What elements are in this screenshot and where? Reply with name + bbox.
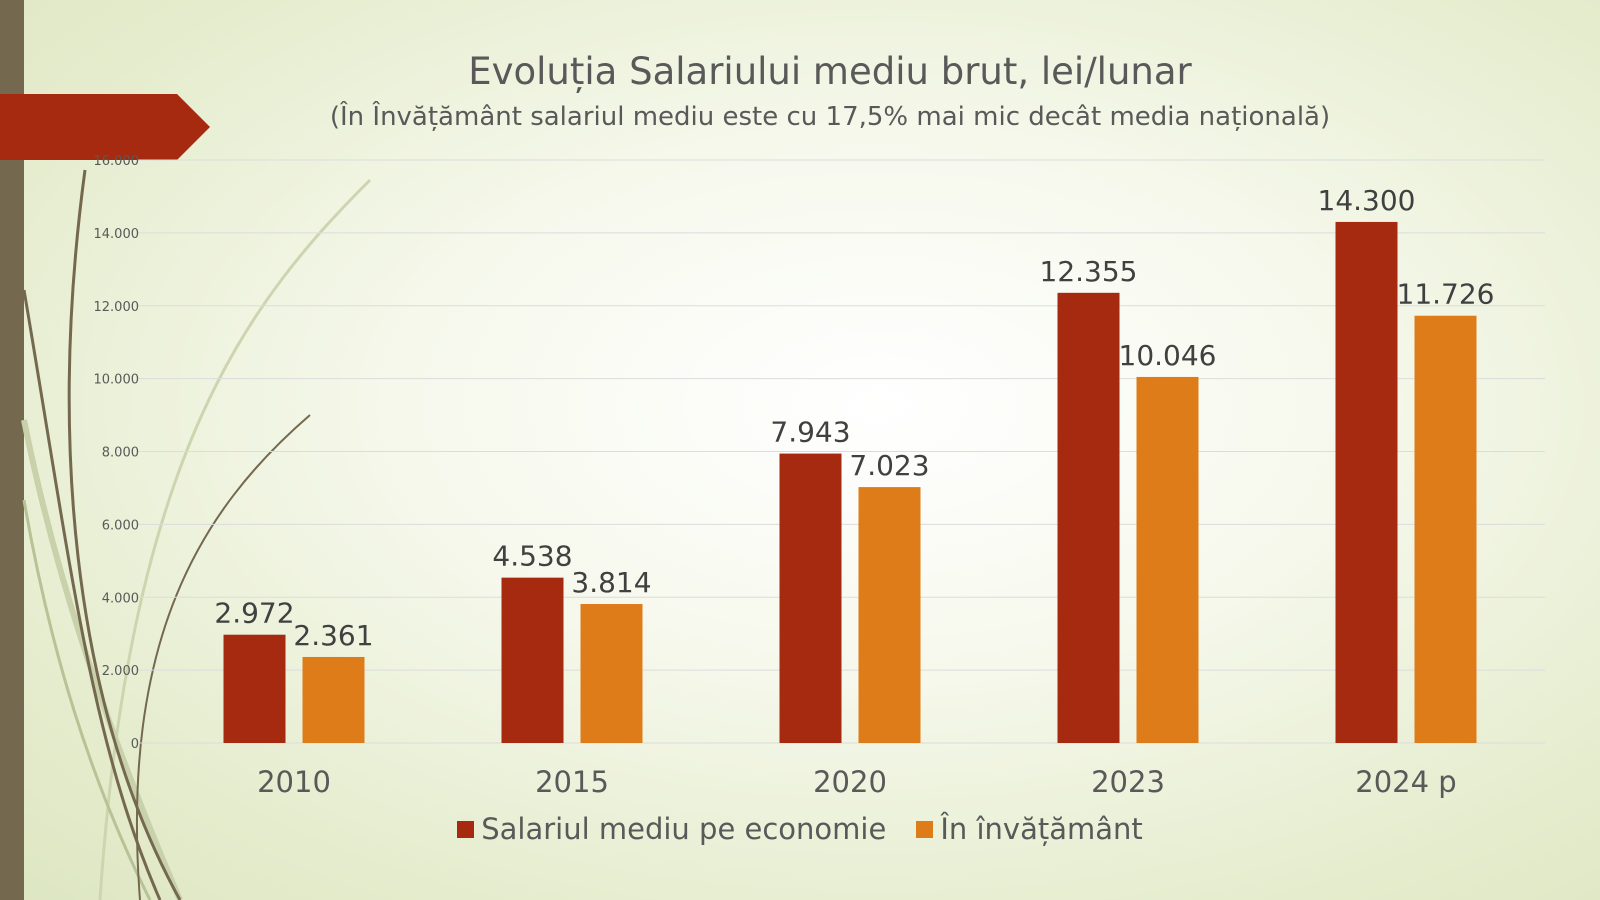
data-label: 4.538: [492, 540, 572, 573]
data-label: 11.726: [1397, 278, 1495, 311]
title-arrow-banner: [0, 94, 210, 160]
bar: [1414, 315, 1477, 743]
legend-swatch-economy: [457, 820, 475, 838]
y-tick-label: 4.000: [102, 591, 139, 606]
data-label: 10.046: [1119, 339, 1217, 372]
data-label: 7.943: [770, 416, 850, 449]
legend-item-economy: Salariul mediu pe economie: [457, 812, 886, 846]
legend-label-economy: Salariul mediu pe economie: [481, 812, 887, 846]
chart-title: Evoluția Salariului mediu brut, lei/luna…: [468, 50, 1192, 93]
chart-subtitle: (În Învățământ salariul mediu este cu 17…: [329, 102, 1331, 132]
y-tick-label: 0: [131, 737, 139, 752]
data-label: 2.972: [214, 597, 294, 630]
bar: [779, 453, 842, 743]
bar: [580, 604, 643, 743]
y-tick-label: 8.000: [102, 446, 139, 461]
data-label: 14.300: [1318, 184, 1416, 217]
y-tick-label: 14.000: [94, 227, 140, 242]
bar: [223, 634, 286, 743]
data-label: 2.361: [293, 619, 373, 652]
y-tick-label: 10.000: [94, 373, 140, 388]
chart-legend: Salariul mediu pe economie În învățământ: [0, 812, 1600, 846]
legend-label-education: În învățământ: [940, 812, 1143, 846]
bar: [501, 577, 564, 743]
legend-swatch-education: [916, 820, 934, 838]
bar: [1136, 376, 1199, 743]
y-tick-label: 6.000: [102, 518, 139, 533]
x-tick-label: 2023: [1091, 765, 1165, 799]
x-tick-label: 2024 p: [1355, 765, 1456, 799]
y-tick-label: 12.000: [94, 300, 140, 315]
decorative-curves: [21, 169, 372, 900]
y-tick-label: 16.000: [94, 154, 140, 169]
bar: [858, 487, 921, 743]
x-tick-label: 2015: [535, 765, 609, 799]
x-tick-label: 2010: [257, 765, 331, 799]
data-label: 12.355: [1040, 255, 1138, 288]
bar: [302, 656, 365, 743]
x-tick-label: 2020: [813, 765, 887, 799]
data-label: 3.814: [571, 566, 651, 599]
bar: [1057, 292, 1120, 743]
legend-item-education: În învățământ: [916, 812, 1143, 846]
bar: [1335, 221, 1398, 744]
y-tick-label: 2.000: [102, 664, 139, 679]
data-label: 7.023: [849, 449, 929, 482]
